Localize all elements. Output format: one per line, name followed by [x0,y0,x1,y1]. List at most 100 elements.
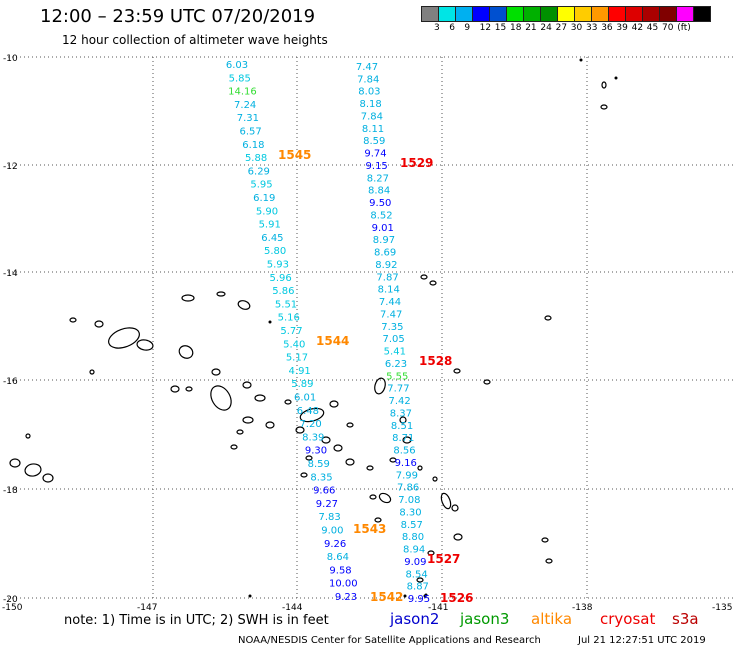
wave-height-value: 9.23 [335,592,357,603]
wave-height-value: 9.09 [404,557,426,568]
wave-height-value: 9.66 [313,486,335,497]
wave-height-value: 6.45 [261,233,283,244]
island-outline [541,537,549,543]
wave-height-value: 5.89 [291,379,313,390]
wave-height-value: 8.03 [358,87,380,98]
scale-label: 12 [479,23,492,33]
wave-height-value: 6.03 [226,60,248,71]
wave-height-value: 8.18 [359,99,381,110]
island-outline [346,422,354,428]
island-outline [299,407,325,423]
island-outline [108,327,140,349]
wave-height-value: 8.39 [302,432,324,443]
wave-height-value: 9.15 [366,161,388,172]
island-outline [265,421,275,429]
wave-height-value: 14.16 [228,87,257,98]
island-outline [170,385,180,393]
island-outline [230,444,238,450]
island-outline [369,494,377,500]
scale-label: 30 [570,23,583,33]
wave-height-value: 6.01 [294,393,316,404]
wave-height-value: 7.47 [380,309,402,320]
wave-height-value: 9.00 [321,526,343,537]
wave-height-value: 7.24 [234,100,256,111]
wave-height-value: 8.59 [363,136,385,147]
wave-height-value: 7.86 [397,483,419,494]
wave-height-value: 5.95 [250,180,272,191]
island-outline [416,577,424,583]
wave-height-value: 8.30 [399,507,421,518]
island-outline [211,368,221,376]
wave-height-value: 5.51 [275,299,297,310]
wave-height-value: 7.87 [376,272,398,283]
wave-height-value: 8.56 [393,446,415,457]
island-outline [451,504,459,512]
lat-label: -20 [3,595,18,605]
wave-height-value: 8.27 [367,173,389,184]
island-dot [579,58,583,62]
island-outline [453,533,463,541]
island-outline [544,315,552,321]
island-outline [295,426,305,434]
wave-height-value: 4.91 [289,366,311,377]
wave-height-value: 7.44 [379,297,401,308]
wave-height-value: 8.51 [391,421,413,432]
generation-timestamp: Jul 21 12:27:51 UTC 2019 [578,635,706,646]
island-outline [374,377,386,395]
wave-height-value: 7.47 [356,62,378,73]
island-outline [402,436,412,444]
wave-height-value: 5.17 [286,353,308,364]
island-outline [178,345,194,359]
wave-height-value: 6.48 [297,406,319,417]
wave-height-value: 5.40 [283,339,305,350]
wave-height-value: 5.96 [269,273,291,284]
footer-note: note: 1) Time is in UTC; 2) SWH is in fe… [64,613,329,628]
wave-height-value: 6.18 [242,140,264,151]
lon-label: -144 [282,603,303,613]
wave-height-value: 8.97 [373,235,395,246]
island-outline [69,317,77,323]
wave-height-value: 8.94 [403,545,425,556]
scale-label: (ft) [677,23,691,33]
wave-height-value: 7.84 [357,74,379,85]
wave-height-value: 8.92 [375,260,397,271]
wave-height-value: 8.87 [407,582,429,593]
island-outline [300,472,308,478]
wave-height-value: 7.42 [389,396,411,407]
wave-height-value: 6.19 [253,193,275,204]
pass-time-label: 1527 [427,552,460,566]
wave-height-value: 10.00 [329,579,358,590]
scale-label: 27 [555,23,568,33]
wave-height-value: 5.91 [259,220,281,231]
island-outline [427,550,435,556]
pass-time-label: 1544 [316,334,349,348]
map-title: 12:00 – 23:59 UTC 07/20/2019 [40,6,316,27]
island-outline [429,280,437,286]
wave-height-value: 8.71 [392,433,414,444]
island-outline [333,444,343,452]
wave-height-value: 9.01 [372,223,394,234]
wave-height-value: 9.95 [408,594,430,605]
satellite-legend-jason2: jason2 [390,610,440,628]
lat-label: -18 [3,486,18,496]
wave-height-value: 7.08 [398,495,420,506]
wave-height-value: 5.86 [272,286,294,297]
wave-height-value: 5.55 [386,371,408,382]
scale-label: 6 [449,23,455,33]
scale-label: 39 [616,23,628,33]
wave-height-value: 7.83 [319,512,341,523]
scale-label: 9 [464,23,471,33]
island-dot [268,320,272,324]
island-outline [210,385,232,411]
scale-label: 33 [586,23,598,33]
track-left-values: 6.03 5.85 14.16 7.24 7.31 6.57 6.18 5.88 6.29 5.9… [226,60,358,603]
islands-layer [9,58,618,598]
island-outline [24,463,42,477]
island-outline [254,394,266,402]
island-outline [284,399,292,405]
scale-label: 36 [601,23,613,33]
island-dot [423,594,427,598]
island-outline [601,81,607,89]
wave-height-value: 7.20 [299,419,321,430]
wave-height-value: 7.31 [237,113,259,124]
